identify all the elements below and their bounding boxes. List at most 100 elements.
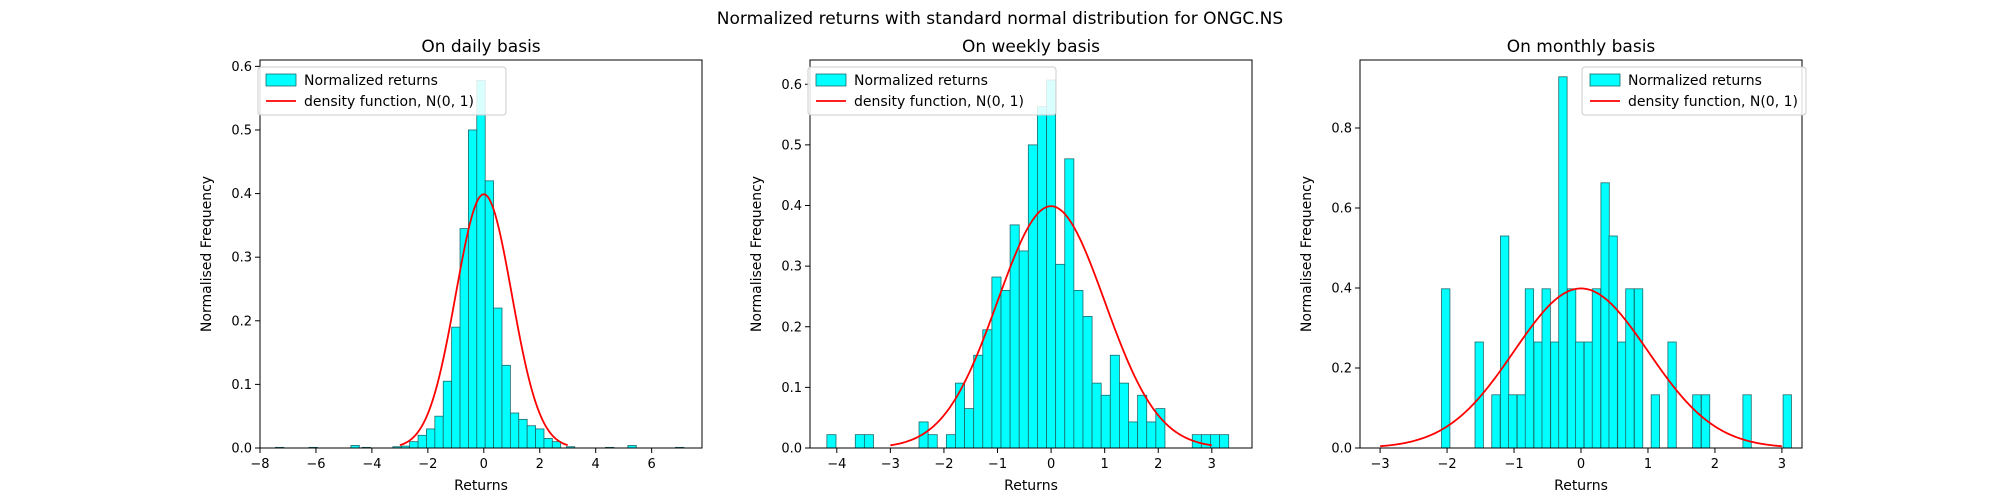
y-tick-label-daily: 0.1: [231, 378, 252, 393]
y-tick-label-weekly: 0.2: [781, 320, 802, 335]
histogram-bar-daily-9: [434, 415, 444, 449]
histogram-bar-daily-15: [484, 180, 494, 449]
y-tick-label-weekly: 0.4: [781, 199, 802, 214]
x-tick-label-daily: −4: [362, 457, 381, 472]
histogram-bar-daily-10: [442, 380, 453, 449]
y-tick-label-daily: 0.6: [231, 60, 252, 75]
legend-label-curve: density function, N(0, 1): [854, 94, 1024, 110]
legend-swatch-hist: [265, 73, 297, 87]
y-tick-label-weekly: 0.0: [781, 442, 802, 457]
histogram-bar-daily-21: [535, 428, 545, 449]
histogram-bar-weekly-15: [1037, 106, 1047, 449]
x-axis-label-daily: Returns: [454, 478, 508, 494]
histogram-bar-monthly-4: [1508, 394, 1518, 449]
histogram-bar-weekly-18: [1064, 158, 1075, 449]
density-curve-weekly: [890, 205, 1212, 447]
panel-title-monthly: On monthly basis: [1507, 37, 1656, 57]
x-tick-label-weekly: −1: [988, 457, 1007, 472]
y-axis-label-weekly: Normalised Frequency: [749, 176, 765, 332]
histogram-bar-weekly-14: [1027, 144, 1038, 449]
axes-frame-daily: [259, 59, 703, 449]
x-tick-label-monthly: 2: [1711, 457, 1719, 472]
histogram-bar-weekly-19: [1073, 289, 1084, 449]
histogram-bar-monthly-6: [1524, 288, 1535, 449]
x-tick-label-monthly: 3: [1778, 457, 1786, 472]
histogram-bar-daily-18: [509, 412, 520, 449]
histogram-bar-weekly-1: [854, 434, 865, 449]
histogram-bar-weekly-4: [927, 434, 938, 449]
histogram-bar-monthly-20: [1650, 394, 1660, 449]
histogram-bar-weekly-2: [863, 434, 874, 449]
density-curve-daily: [399, 193, 568, 447]
density-curve-monthly: [1380, 287, 1782, 448]
y-tick-label-weekly: 0.1: [781, 381, 802, 396]
x-tick-label-weekly: 3: [1208, 457, 1216, 472]
histogram-bar-weekly-6: [955, 382, 965, 449]
legend-box: [257, 66, 507, 116]
histogram-bar-monthly-22: [1692, 394, 1702, 449]
y-tick-label-monthly: 0.4: [1331, 282, 1352, 297]
histogram-bar-weekly-9: [982, 329, 993, 449]
y-axis-label-daily: Normalised Frequency: [199, 176, 215, 332]
histogram-bar-monthly-9: [1550, 341, 1560, 449]
legend-box: [807, 66, 1057, 116]
histogram-bar-weekly-17: [1055, 263, 1066, 449]
y-tick-label-monthly: 0.8: [1331, 122, 1352, 137]
legend-box: [1581, 66, 1807, 116]
histogram-bar-monthly-12: [1575, 341, 1585, 449]
x-tick-label-daily: 0: [480, 457, 488, 472]
histogram-bar-weekly-32: [1219, 434, 1230, 449]
histogram-bar-daily-6: [409, 441, 419, 449]
histogram-bar-daily-13: [468, 129, 478, 449]
histogram-bar-daily-16: [493, 307, 503, 449]
histogram-bar-weekly-24: [1119, 382, 1129, 449]
x-tick-label-monthly: −2: [1437, 457, 1456, 472]
x-tick-label-weekly: −3: [881, 457, 900, 472]
x-tick-label-weekly: −2: [934, 457, 953, 472]
histogram-bar-monthly-21: [1667, 341, 1677, 449]
histogram-bar-weekly-31: [1210, 434, 1220, 449]
legend-weekly: Normalized returns density function, N(0…: [807, 66, 1057, 116]
histogram-bar-weekly-23: [1109, 354, 1120, 449]
histogram-bar-weekly-0: [826, 434, 837, 449]
legend-label-curve: density function, N(0, 1): [304, 94, 474, 110]
y-axis-label-monthly: Normalised Frequency: [1299, 176, 1315, 332]
legend-label-hist: Normalized returns: [304, 73, 438, 89]
x-axis-label-weekly: Returns: [1004, 478, 1058, 494]
x-tick-label-daily: 2: [536, 457, 544, 472]
histogram-bar-monthly-16: [1608, 235, 1618, 449]
histogram-bar-monthly-5: [1516, 394, 1526, 449]
histogram-bar-weekly-20: [1082, 316, 1093, 449]
legend-daily: Normalized returns density function, N(0…: [257, 66, 507, 116]
panel-title-daily: On daily basis: [421, 37, 540, 57]
histogram-bar-daily-20: [526, 425, 536, 449]
histogram-bar-monthly-10: [1558, 76, 1568, 449]
x-tick-label-daily: −6: [306, 457, 325, 472]
y-tick-label-monthly: 0.2: [1331, 362, 1352, 377]
x-tick-label-monthly: −3: [1371, 457, 1390, 472]
x-tick-label-daily: 4: [592, 457, 600, 472]
legend-label-curve: density function, N(0, 1): [1628, 94, 1798, 110]
histogram-bar-daily-11: [451, 326, 461, 449]
legend-monthly: Normalized returns density function, N(0…: [1581, 66, 1807, 116]
histogram-bar-daily-19: [518, 418, 528, 449]
legend-label-hist: Normalized returns: [1628, 73, 1762, 89]
histogram-bar-weekly-30: [1200, 434, 1211, 449]
histogram-bar-weekly-13: [1018, 250, 1029, 449]
histogram-bar-monthly-25: [1782, 394, 1792, 449]
histogram-bar-monthly-0: [1441, 288, 1451, 449]
histogram-bar-weekly-16: [1046, 79, 1057, 449]
histogram-bar-monthly-7: [1533, 341, 1543, 449]
histogram-bar-daily-8: [426, 428, 436, 449]
histogram-bar-weekly-27: [1146, 421, 1157, 449]
histogram-bar-daily-22: [543, 438, 553, 449]
x-tick-label-weekly: 0: [1047, 457, 1055, 472]
histogram-bar-weekly-26: [1137, 394, 1148, 449]
histogram-bar-weekly-5: [945, 434, 956, 449]
y-tick-label-weekly: 0.3: [781, 260, 802, 275]
histogram-bar-daily-14: [476, 79, 486, 449]
y-tick-label-weekly: 0.6: [781, 78, 802, 93]
axes-frame-weekly: [809, 59, 1253, 449]
histogram-bar-weekly-8: [973, 354, 984, 449]
